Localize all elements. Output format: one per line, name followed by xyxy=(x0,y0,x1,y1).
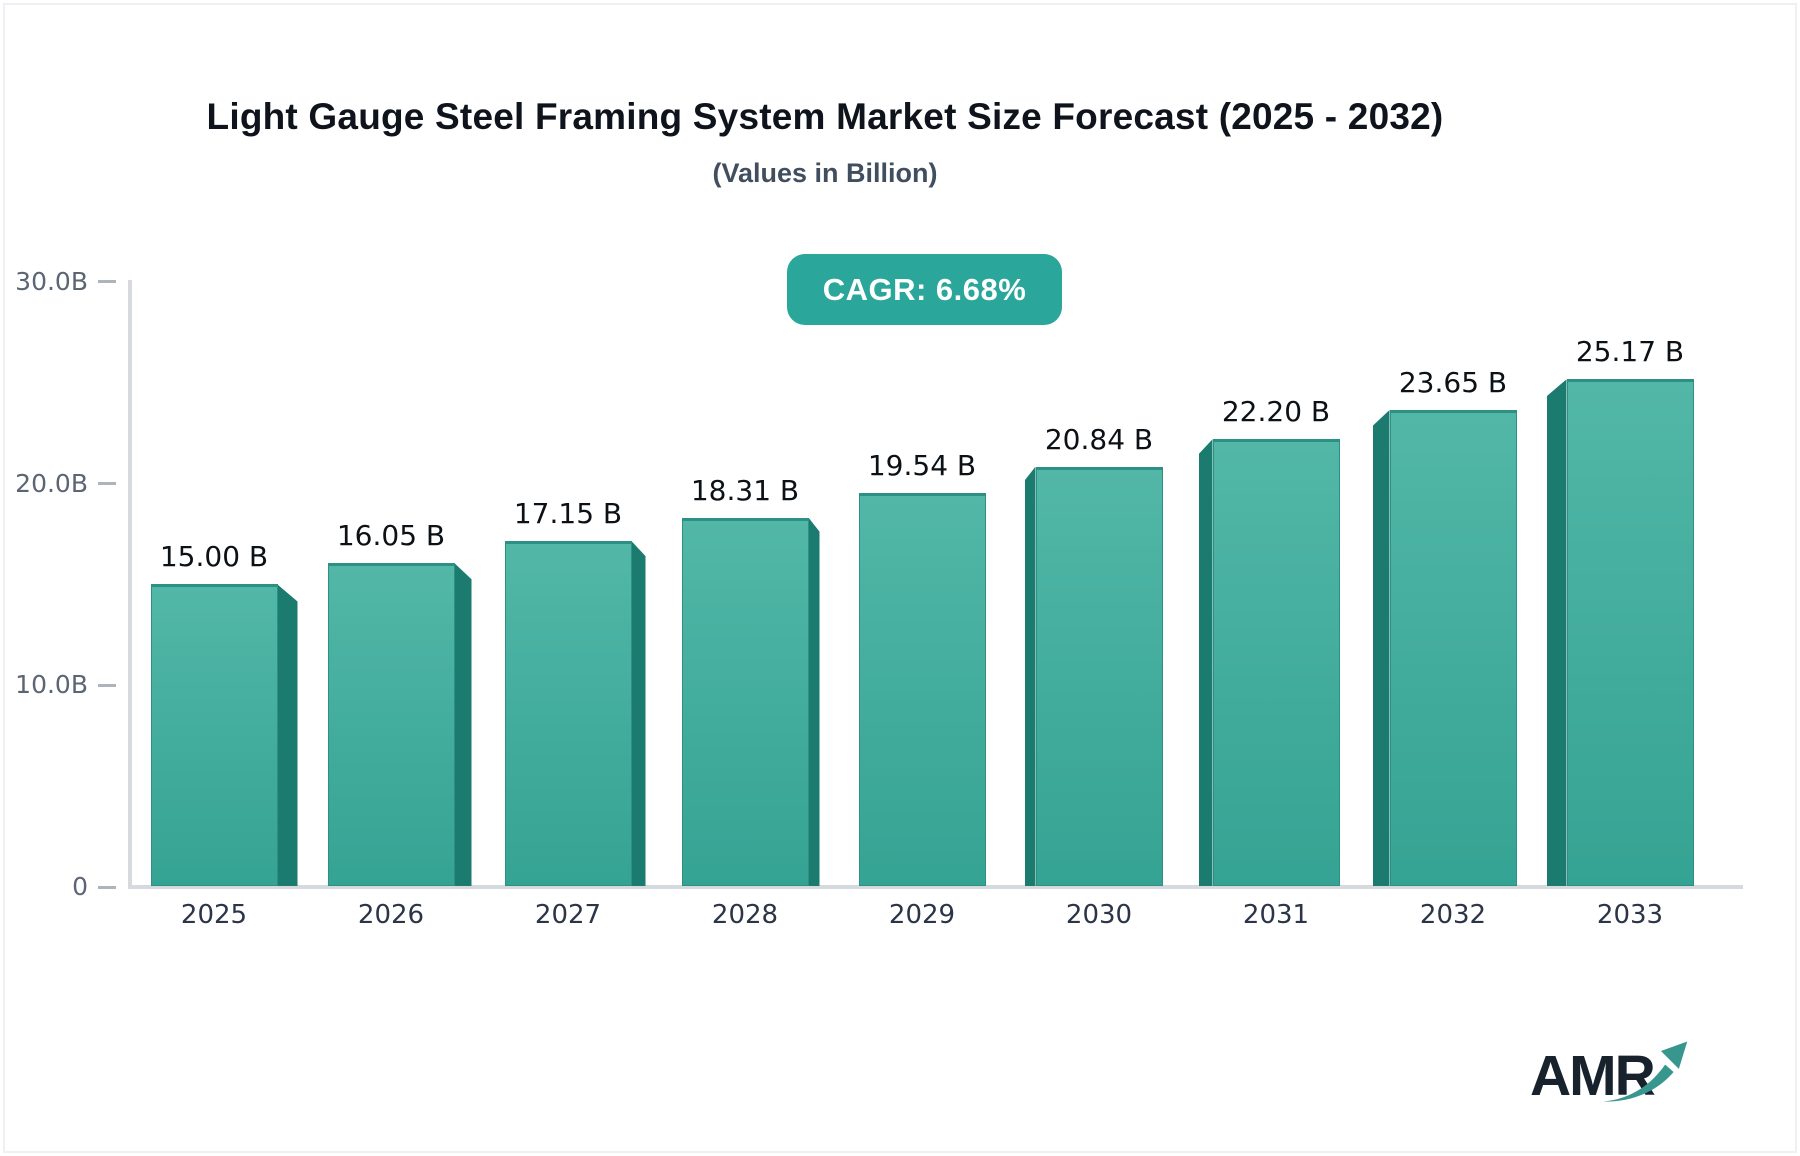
bar-value-label-2028: 18.31 B xyxy=(690,473,800,507)
bar-side-face-2026 xyxy=(454,563,472,886)
bar-value-label-2031: 22.20 B xyxy=(1221,395,1331,429)
bar-value-label-2033: 25.17 B xyxy=(1575,335,1685,369)
y-tick-mark xyxy=(98,482,116,486)
bar-2031[interactable] xyxy=(1212,439,1340,886)
bar-value-label-2025: 15.00 B xyxy=(159,540,269,574)
y-tick-mark xyxy=(98,280,116,284)
bar-value-label-2030: 20.84 B xyxy=(1044,422,1154,456)
x-tick-label-2033: 2033 xyxy=(1596,900,1664,930)
cagr-badge-label: CAGR: 6.68% xyxy=(822,271,1027,307)
bar-side-face-2030 xyxy=(1024,466,1036,886)
bar-2033[interactable] xyxy=(1566,379,1694,886)
x-tick-label-2032: 2032 xyxy=(1419,900,1487,930)
bar-2032[interactable] xyxy=(1389,409,1517,886)
y-tick-label: 30.0B xyxy=(15,266,88,296)
bar-2026[interactable] xyxy=(327,563,455,886)
bar-2029[interactable] xyxy=(858,492,986,886)
bar-side-face-2027 xyxy=(631,541,646,886)
cagr-badge: CAGR: 6.68% xyxy=(787,254,1062,325)
x-tick-label-2027: 2027 xyxy=(534,900,602,930)
y-axis-line xyxy=(128,280,132,889)
bar-side-face-2033 xyxy=(1546,379,1567,886)
x-tick-label-2029: 2029 xyxy=(888,900,956,930)
y-tick-mark xyxy=(98,683,116,687)
bar-side-face-2025 xyxy=(277,584,298,886)
bar-2030[interactable] xyxy=(1035,466,1163,886)
y-tick-label: 0 xyxy=(72,872,88,901)
y-tick-label: 10.0B xyxy=(15,670,88,700)
y-tick-mark xyxy=(98,885,116,889)
bar-value-label-2029: 19.54 B xyxy=(867,448,977,482)
bar-side-face-2031 xyxy=(1198,439,1213,886)
x-tick-label-2030: 2030 xyxy=(1065,900,1133,930)
growth-arrow-icon xyxy=(1603,1041,1688,1102)
y-tick-label: 20.0B xyxy=(15,468,88,498)
bar-2025[interactable] xyxy=(150,584,278,886)
bar-side-face-2028 xyxy=(808,517,820,886)
x-tick-label-2031: 2031 xyxy=(1242,900,1310,930)
bar-value-label-2026: 16.05 B xyxy=(336,519,446,553)
bar-side-face-2032 xyxy=(1372,409,1390,886)
chart-subtitle: (Values in Billion) xyxy=(712,158,938,188)
x-tick-label-2025: 2025 xyxy=(180,900,248,930)
bar-value-label-2032: 23.65 B xyxy=(1398,365,1508,399)
x-axis-baseline xyxy=(128,885,1743,889)
x-tick-label-2028: 2028 xyxy=(711,900,779,930)
x-tick-label-2026: 2026 xyxy=(357,900,425,930)
bar-value-label-2027: 17.15 B xyxy=(513,497,623,531)
bar-2028[interactable] xyxy=(681,517,809,886)
chart-title: Light Gauge Steel Framing System Market … xyxy=(206,96,1444,137)
bar-2027[interactable] xyxy=(504,541,632,886)
